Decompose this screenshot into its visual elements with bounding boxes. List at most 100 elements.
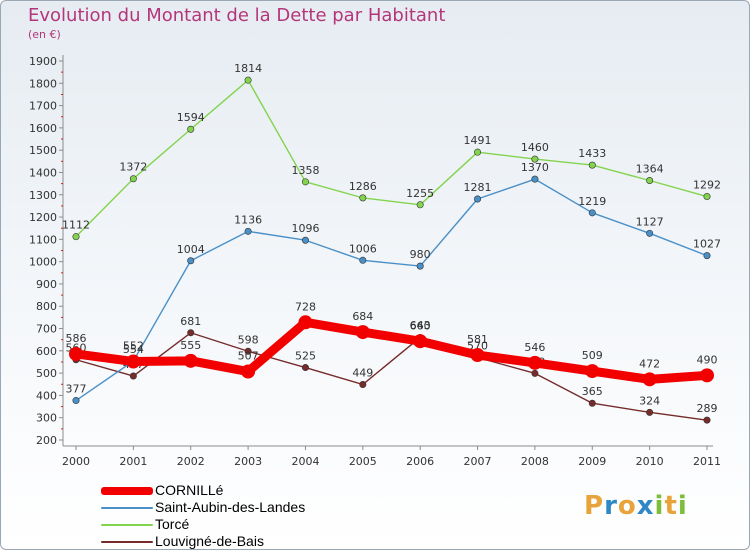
data-label: 552	[123, 340, 144, 353]
logo-letter: r	[604, 491, 618, 521]
series-layer: 5604876815985254496605704993653242891112…	[62, 62, 721, 424]
x-tick-label: 2001	[119, 455, 147, 468]
data-label: 598	[238, 333, 259, 346]
series-saint-aubin-des-landes: 377 554 1004 1136 1096 1006 980 1281 1370 1219 112…	[66, 161, 721, 405]
data-point	[703, 416, 711, 424]
data-label: 555	[180, 339, 201, 352]
data-label: 1292	[693, 179, 721, 192]
data-label: 1136	[234, 213, 262, 226]
data-point	[642, 372, 657, 387]
data-point	[129, 372, 137, 380]
data-label: 1370	[521, 161, 549, 174]
data-label: 490	[697, 353, 718, 366]
series-line-louvigne-de-bais	[75, 332, 708, 421]
data-label: 1006	[349, 242, 377, 255]
data-point	[301, 236, 309, 244]
x-tick-label: 2009	[578, 455, 606, 468]
data-label: 1372	[119, 161, 147, 174]
data-point	[244, 227, 252, 235]
data-label: 586	[66, 332, 87, 345]
y-tick-label: 1800	[29, 77, 57, 90]
y-tick-label: 1900	[29, 55, 57, 68]
x-tick-label: 2004	[291, 455, 319, 468]
y-tick-label: 300	[36, 412, 57, 425]
x-tick-label: 2006	[406, 455, 434, 468]
data-point	[527, 355, 542, 370]
data-point	[359, 380, 367, 388]
data-point	[126, 354, 141, 369]
logo-letter: x	[636, 491, 655, 521]
legend-label-torce: Torcé	[155, 516, 190, 532]
data-label: 1112	[62, 219, 90, 232]
data-label: 1364	[636, 162, 664, 175]
data-point	[588, 399, 596, 407]
data-label: 1219	[578, 195, 606, 208]
y-tick-label: 400	[36, 389, 57, 402]
y-tick-label: 700	[36, 323, 57, 336]
data-point	[301, 364, 309, 372]
legend-swatch-torce	[101, 524, 153, 526]
y-tick-label: 1600	[29, 122, 57, 135]
data-point	[474, 195, 482, 203]
x-tick-label: 2007	[464, 455, 492, 468]
data-label: 509	[582, 349, 603, 362]
data-label: 1594	[177, 111, 205, 124]
x-tick-label: 2003	[234, 455, 262, 468]
series-louvigne-de-bais: 560487681598525449660570499365324289	[66, 315, 718, 424]
data-label: 1460	[521, 141, 549, 154]
series-cornille: 586 552 555 507 728 684 643 581 546 509 472 490	[66, 300, 718, 387]
x-tick-label: 2010	[636, 455, 664, 468]
data-label: 1096	[291, 222, 319, 235]
logo-letter: i	[677, 491, 688, 521]
data-point	[474, 148, 482, 156]
y-tick-label: 500	[36, 367, 57, 380]
data-label: 1286	[349, 180, 377, 193]
data-label: 660	[410, 319, 431, 332]
legend-swatch-cornille	[101, 487, 153, 495]
y-tick-label: 1500	[29, 144, 57, 157]
data-label: 1814	[234, 62, 262, 75]
y-tick-label: 1400	[29, 166, 57, 179]
chart-title: Evolution du Montant de la Dette par Hab…	[28, 5, 446, 26]
data-point	[69, 346, 83, 361]
data-label: 1027	[693, 238, 721, 251]
y-tick-label: 600	[36, 345, 57, 358]
data-label: 1491	[464, 134, 492, 147]
data-point	[531, 155, 539, 163]
series-line-saint-aubin-des-landes	[75, 178, 708, 402]
x-tick-label: 2008	[521, 455, 549, 468]
data-label: 681	[180, 315, 201, 328]
data-label: 324	[639, 394, 660, 407]
legend-swatch-louvigne	[101, 541, 153, 543]
data-point	[301, 178, 309, 186]
y-tick-label: 1100	[29, 233, 57, 246]
data-label: 1255	[406, 187, 434, 200]
data-point	[241, 364, 256, 379]
data-point	[72, 233, 80, 241]
y-tick-label: 200	[36, 434, 57, 447]
data-label: 472	[639, 357, 660, 370]
data-point	[413, 334, 428, 349]
data-point	[703, 252, 711, 260]
data-point	[588, 161, 596, 169]
legend-label-cornille: CORNILLé	[155, 482, 224, 498]
data-label: 546	[524, 341, 545, 354]
data-label: 643	[410, 319, 431, 332]
data-point	[585, 364, 600, 379]
legend-label-saint-aubin: Saint-Aubin-des-Landes	[155, 499, 306, 515]
chart-subtitle: (en €)	[28, 28, 61, 41]
data-label: 377	[66, 383, 87, 396]
y-tick-label: 1000	[29, 256, 57, 269]
data-label: 581	[467, 333, 488, 346]
data-point	[183, 353, 198, 368]
data-label: 684	[352, 310, 373, 323]
data-label: 365	[582, 385, 603, 398]
data-point	[531, 369, 539, 377]
series-torce: 1112 1372 1594 1814 1358 1286 1255 1491 1460 1433…	[62, 62, 721, 241]
data-point	[298, 315, 313, 330]
data-point	[359, 194, 367, 202]
data-point	[646, 176, 654, 184]
data-point	[470, 348, 485, 363]
